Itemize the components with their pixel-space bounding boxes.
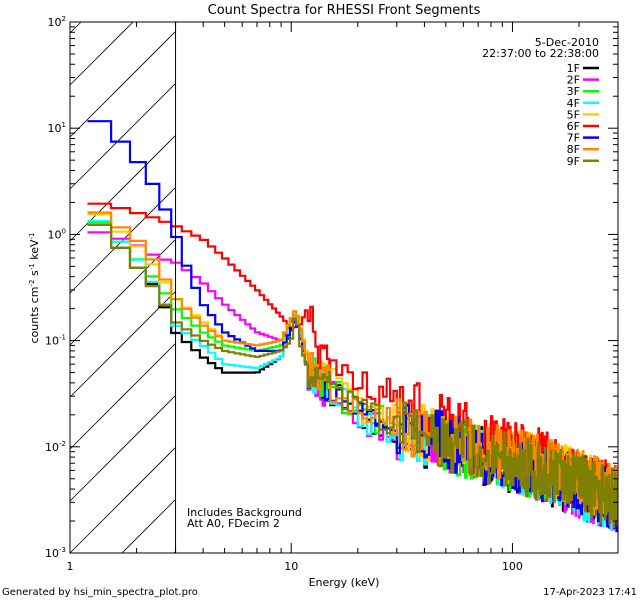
x-axis-label: Energy (keV): [309, 576, 380, 589]
hatched-region: [69, 21, 176, 554]
legend-label-8F: 8F: [567, 143, 580, 156]
chart-title: Count Spectra for RHESSI Front Segments: [208, 3, 481, 18]
hatch-line: [69, 395, 176, 502]
footer-generated-by: Generated by hsi_min_spectra_plot.pro: [2, 587, 198, 598]
time-range-label: 22:37:00 to 22:38:00: [482, 47, 599, 60]
series-group: [87, 120, 618, 533]
y-tick-label: 100: [48, 227, 66, 241]
y-tick-label: 10-2: [45, 440, 66, 454]
legend-label-9F: 9F: [567, 155, 580, 168]
y-tick-label: 10-1: [45, 334, 66, 348]
legend-label-5F: 5F: [567, 108, 580, 121]
hatch-line: [69, 291, 176, 398]
hatch-line: [121, 499, 176, 554]
x-tick-label: 1: [67, 560, 74, 573]
y-tick-label: 10-3: [45, 546, 66, 560]
hatch-line: [69, 21, 134, 86]
y-tick-label: 102: [48, 15, 66, 29]
legend-label-4F: 4F: [567, 97, 580, 110]
hatch-line: [69, 83, 176, 190]
annotation-background: Includes Background: [187, 506, 302, 519]
hatch-line: [69, 239, 176, 346]
hatch-line: [69, 31, 176, 138]
x-tick-label: 100: [502, 560, 523, 573]
legend-label-6F: 6F: [567, 120, 580, 133]
y-axis-label: counts cm-2 s-1 keV-1: [28, 233, 41, 344]
annotation-attenuator: Att A0, FDecim 2: [187, 517, 280, 530]
legend-label-1F: 1F: [567, 62, 580, 75]
legend-label-2F: 2F: [567, 74, 580, 87]
hatch-line: [69, 187, 176, 294]
plot-frame: [69, 21, 619, 554]
hatch-line: [69, 21, 82, 34]
hatch-line: [69, 343, 176, 450]
hatch-line: [69, 447, 176, 554]
hatch-line: [69, 135, 176, 242]
y-tick-label: 101: [48, 121, 66, 135]
legend-label-7F: 7F: [567, 132, 580, 145]
axis-ticks: 1 10 100 10-3 10-2 10-1 100 101 102: [45, 15, 619, 573]
date-label: 5-Dec-2010: [535, 36, 599, 49]
x-tick-label: 10: [284, 560, 298, 573]
footer-date-stamp: 17-Apr-2023 17:41: [543, 587, 637, 598]
series-line-9F: [87, 223, 618, 529]
legend-label-3F: 3F: [567, 85, 580, 98]
